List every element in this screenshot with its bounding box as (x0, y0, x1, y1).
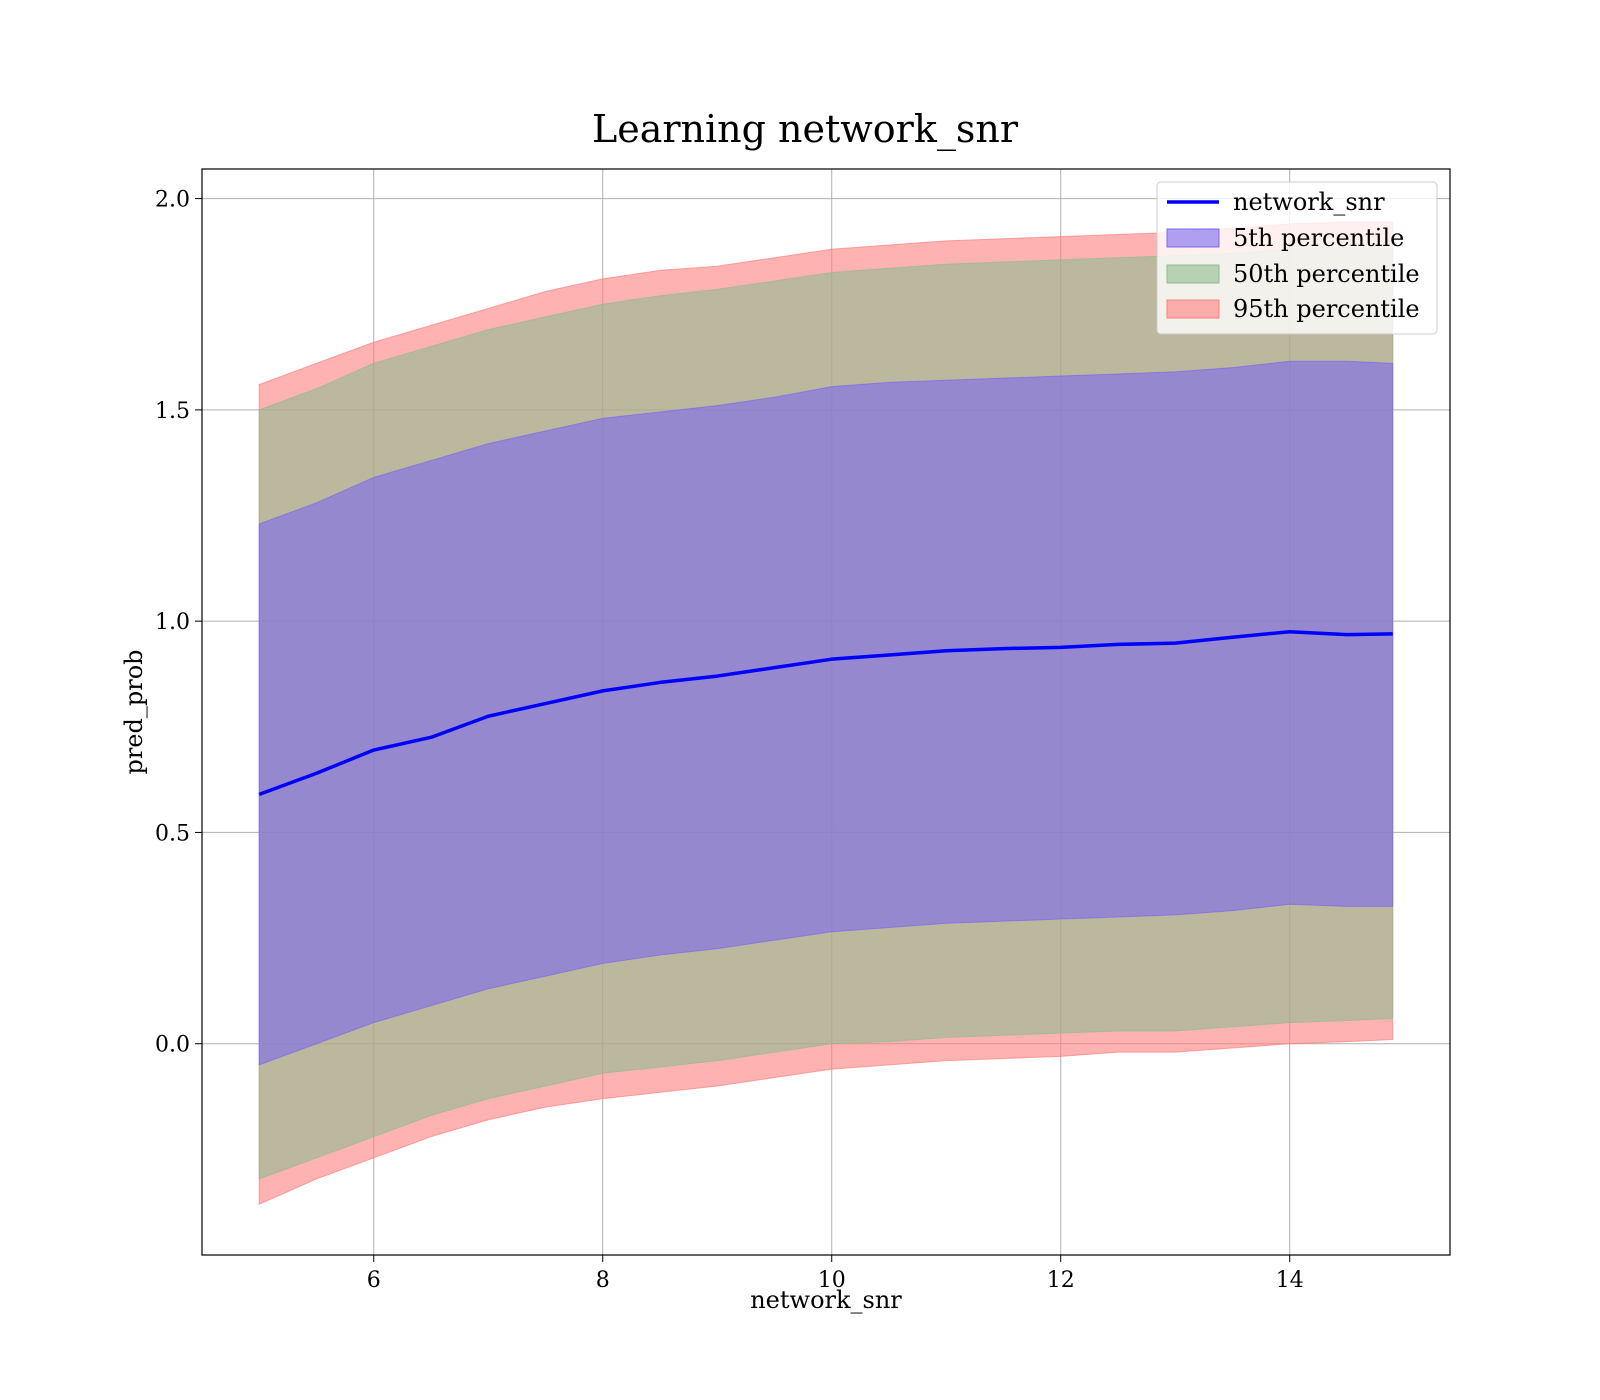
legend-swatch (1166, 299, 1220, 319)
x-tick-label: 8 (596, 1268, 610, 1293)
legend-swatch (1166, 228, 1220, 248)
y-tick-label: 2.0 (155, 188, 190, 213)
x-tick-label: 14 (1276, 1268, 1304, 1293)
plot-frame (201, 168, 1451, 1256)
y-tick-label: 0.0 (155, 1033, 190, 1058)
series-line-network-snr (258, 629, 1393, 797)
legend-entry: 95th percentile (1233, 295, 1420, 323)
y-tick-label: 0.5 (155, 821, 190, 846)
legend-box (1156, 181, 1438, 335)
legend-entry: 50th percentile (1233, 260, 1420, 288)
chart-title: Learning network_snr (592, 107, 1019, 152)
y-tick-label: 1.0 (155, 610, 190, 635)
legend: network_snr 5th percentile 50th percentile… (1156, 181, 1438, 335)
x-tick-label: 10 (818, 1268, 846, 1293)
x-axis-label: network_snr (750, 1286, 902, 1314)
band-5th-percentile (258, 360, 1394, 1066)
y-axis-label: pred_prob (120, 649, 148, 774)
legend-entry: network_snr (1233, 188, 1385, 216)
x-tick-label: 12 (1047, 1268, 1075, 1293)
legend-entry: 5th percentile (1233, 224, 1404, 252)
x-tick-label: 6 (367, 1268, 381, 1293)
y-tick-label: 1.5 (155, 399, 190, 424)
legend-swatch (1166, 264, 1220, 284)
plot-area: 6 8 10 12 14 0.0 0.5 1.0 1.5 2.0 (155, 168, 1451, 1293)
